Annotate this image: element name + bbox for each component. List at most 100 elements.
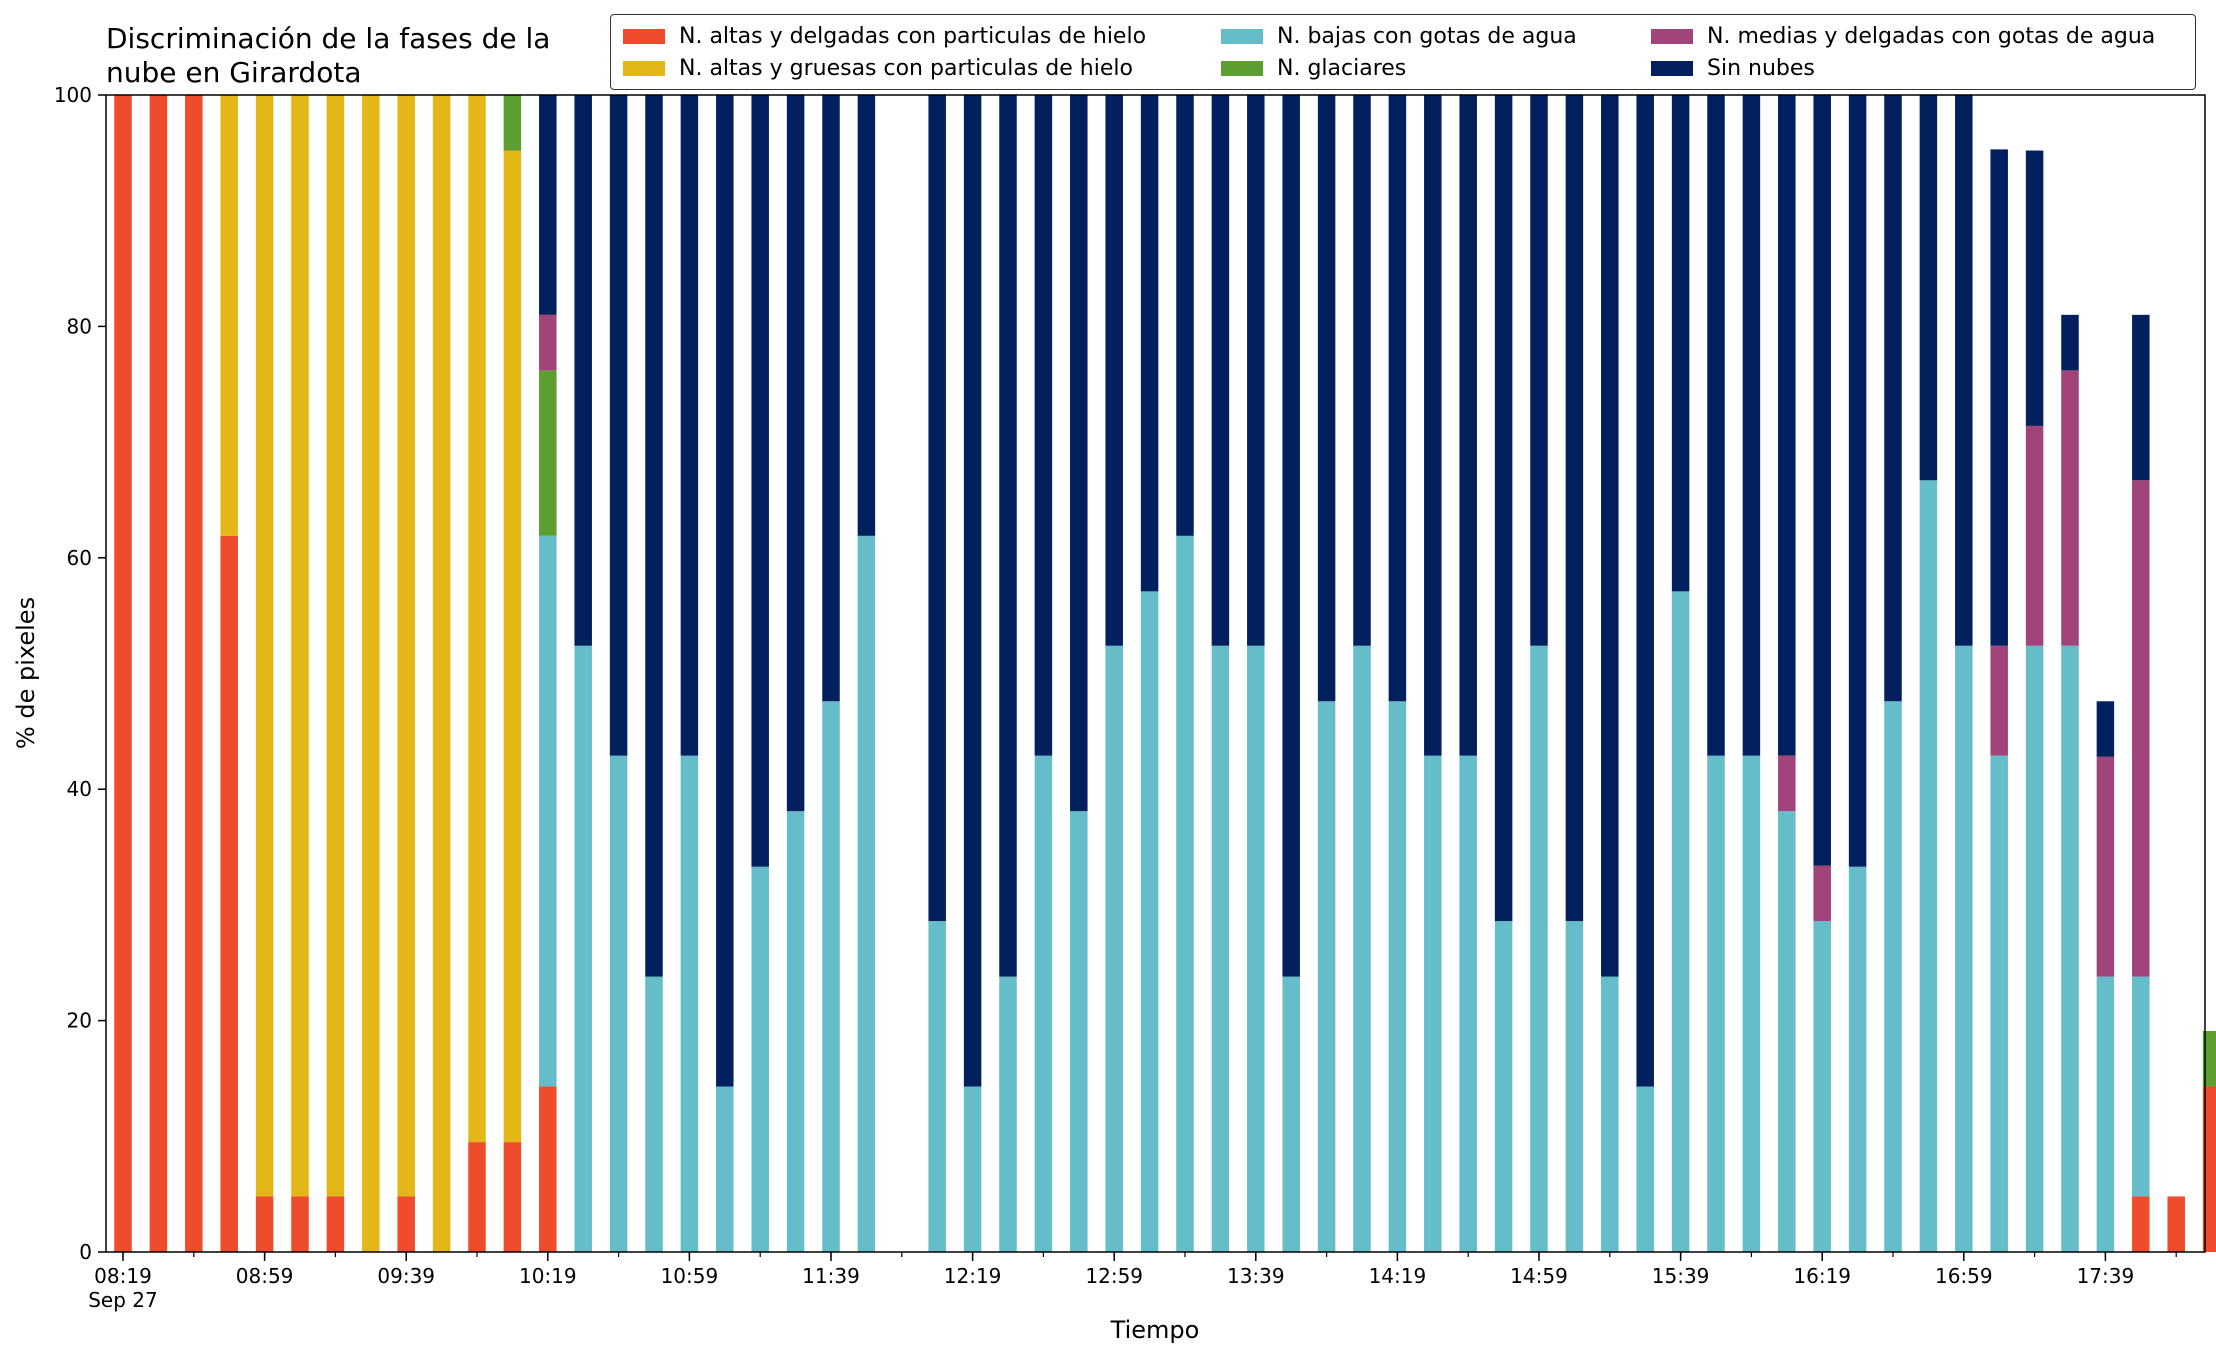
legend-label: N. glaciares [1277, 55, 1407, 81]
bar-segment [1494, 921, 1513, 1252]
bar-segment [2132, 1196, 2150, 1252]
bar-segment [963, 1086, 982, 1252]
bar-segment [716, 95, 734, 1087]
bar-segment [680, 95, 699, 756]
legend-label: N. medias y delgadas con gotas de agua [1707, 23, 2156, 49]
bar-segment [291, 1196, 309, 1252]
bar-segment [1565, 95, 1584, 922]
bar-segment [2202, 1031, 2216, 1087]
y-tick-label: 60 [67, 546, 92, 570]
bar-segment [2061, 314, 2079, 371]
bar-segment [1211, 645, 1230, 1252]
bar-segment [397, 1196, 415, 1252]
bar-segment [326, 1196, 345, 1252]
bar-segment [1671, 95, 1690, 592]
y-axis: 0 20 40 60 80 100 [54, 83, 106, 1264]
bar-segment [1636, 1086, 1654, 1252]
bar-segment [1105, 645, 1123, 1252]
bar-segment [1247, 95, 1265, 646]
bar-segment [1282, 976, 1300, 1252]
legend-item: N. altas y gruesas con particulas de hie… [623, 53, 1133, 83]
x-tick-label: 15:39 [1652, 1264, 1710, 1288]
x-axis-label: Tiempo [1110, 1316, 1200, 1344]
bar-segment [928, 95, 946, 922]
bar-segment [1884, 95, 1902, 702]
bar-segment [1601, 95, 1619, 977]
x-tick-label: 12:59 [1085, 1264, 1143, 1288]
y-tick-label: 40 [67, 777, 92, 801]
bar-segment [1778, 811, 1796, 1252]
x-tick-label: 17:39 [2077, 1264, 2135, 1288]
bar-segment [220, 95, 238, 536]
x-tick-label: 08:19 [94, 1264, 152, 1288]
chart-title-line-1: Discriminación de la fases de la [106, 22, 551, 55]
bar-segment [857, 95, 876, 536]
bar-segment [2167, 1196, 2185, 1252]
bar-segment [963, 95, 982, 1087]
bar-segment [1353, 645, 1371, 1252]
bar-segment [539, 314, 557, 371]
legend-label: N. altas y gruesas con particulas de hie… [679, 55, 1133, 81]
bar-segment [1848, 95, 1867, 867]
bar-segment [1813, 865, 1831, 922]
bar-segment [822, 95, 840, 702]
bar-segment [751, 866, 769, 1252]
bar-segment [645, 976, 663, 1252]
bar-segment [1494, 95, 1513, 922]
bar-segment [2025, 425, 2044, 646]
bar-segment [432, 95, 451, 1252]
bar-segment [1388, 95, 1407, 702]
bar-segment [928, 921, 946, 1252]
bar-segment [1211, 95, 1230, 646]
bar-segment [503, 1142, 522, 1252]
bar-segment [1317, 95, 1336, 702]
bar-segment [1742, 755, 1761, 1252]
bar-segment [2025, 645, 2044, 1252]
bar-segment [786, 95, 805, 812]
bar-segment [1565, 921, 1584, 1252]
x-tick-label: 13:39 [1227, 1264, 1285, 1288]
bar-segment [468, 1142, 486, 1252]
bars-group [114, 95, 2216, 1252]
y-tick-label: 0 [79, 1240, 92, 1264]
bar-segment [255, 1196, 274, 1252]
bar-segment [2061, 370, 2079, 646]
bar-segment [1601, 976, 1619, 1252]
x-tick-label: 14:19 [1369, 1264, 1427, 1288]
bar-segment [220, 535, 238, 1252]
legend-item: N. altas y delgadas con particulas de hi… [623, 21, 1146, 51]
bar-segment [2096, 756, 2115, 977]
bar-segment [1671, 591, 1690, 1252]
legend-label: N. bajas con gotas de agua [1277, 23, 1577, 49]
x-tick-sublabel: Sep 27 [88, 1288, 158, 1312]
bar-segment [1530, 645, 1548, 1252]
bar-segment [2025, 150, 2044, 426]
bar-segment [149, 95, 168, 1252]
bar-segment [1424, 755, 1442, 1252]
bar-segment [539, 535, 557, 1087]
bar-segment [1990, 755, 2008, 1252]
chart-title: Discriminación de la fases de la nube en… [106, 22, 666, 90]
bar-segment [1813, 921, 1831, 1252]
bar-segment [1636, 95, 1654, 1087]
bar-segment [1140, 591, 1159, 1252]
legend-swatch [623, 60, 665, 76]
x-tick-label: 16:19 [1793, 1264, 1851, 1288]
bar-segment [255, 95, 274, 1197]
x-tick-label: 16:59 [1935, 1264, 1993, 1288]
bar-segment [609, 95, 628, 756]
bar-segment [291, 95, 309, 1197]
bar-segment [1530, 95, 1548, 646]
bar-segment [2061, 645, 2079, 1252]
legend-item: N. bajas con gotas de agua [1221, 21, 1577, 51]
x-tick-label: 09:39 [377, 1264, 435, 1288]
plot-frame [105, 94, 2206, 1253]
x-tick-label: 10:59 [661, 1264, 719, 1288]
bar-segment [1990, 645, 2008, 756]
bar-segment [1919, 95, 1938, 481]
bar-segment [2096, 976, 2115, 1252]
bar-segment [574, 645, 592, 1252]
bar-segment [1884, 701, 1902, 1252]
bar-segment [468, 95, 486, 1143]
bar-segment [999, 95, 1017, 977]
